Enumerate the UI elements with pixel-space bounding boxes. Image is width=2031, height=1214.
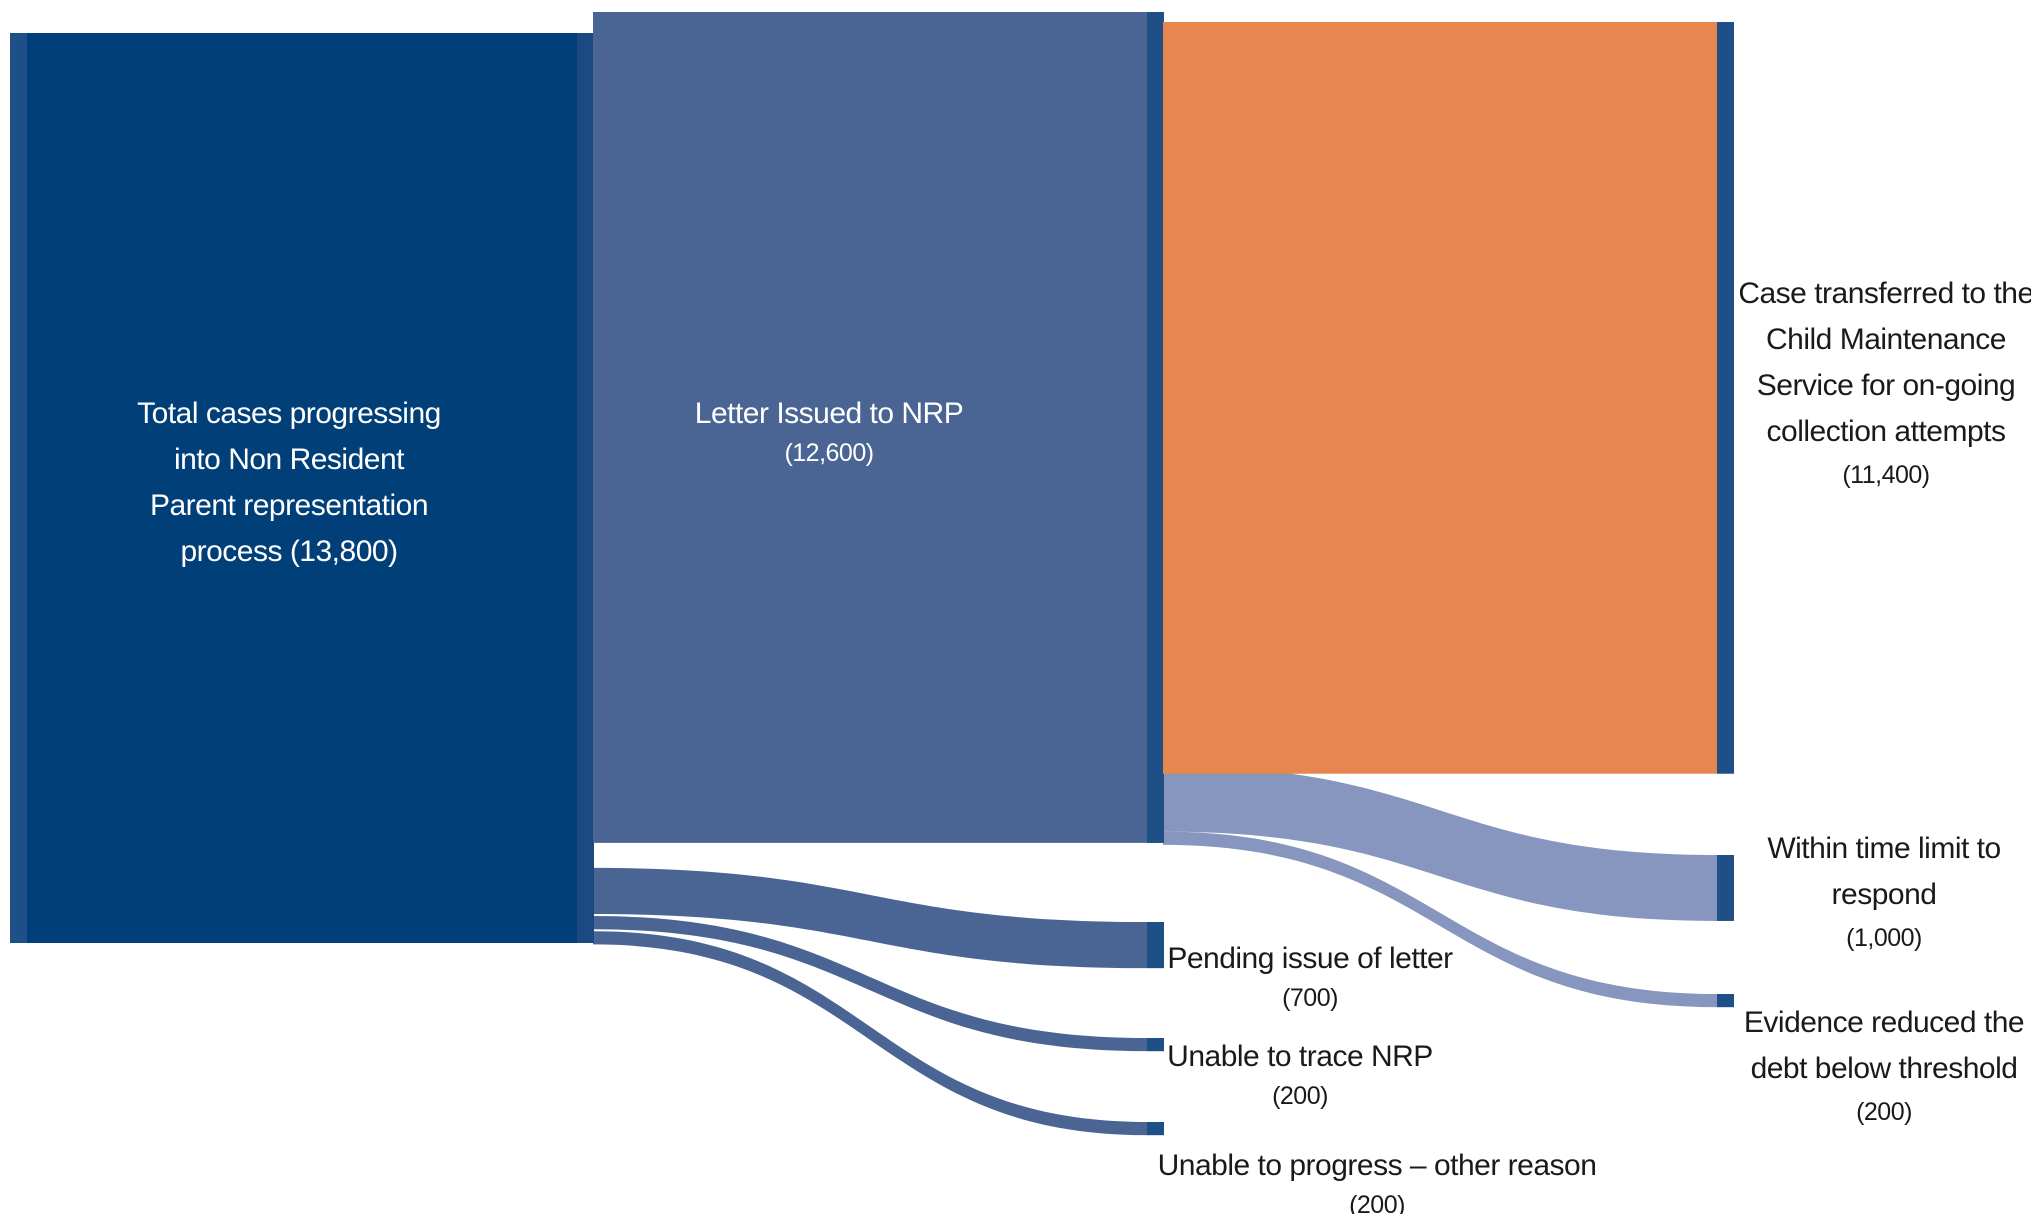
total-label-line-1: Total cases progressing: [137, 397, 441, 430]
link-issued-to-within-time: [1163, 765, 1717, 921]
node-total-bar-right: [577, 33, 594, 943]
node-untraceable: [1147, 1038, 1164, 1052]
evidence-value-label: (200): [1856, 1098, 1912, 1126]
link-total-to-other: [593, 931, 1147, 1136]
sankey-nodes: [10, 12, 1734, 1136]
node-issued-bar: [1147, 12, 1164, 843]
sankey-labels: Total cases progressing into Non Resident…: [137, 277, 2031, 1214]
within_time-label-line-1: Within time limit to: [1767, 832, 2000, 865]
evidence-label-line-1: Evidence reduced the: [1744, 1006, 2024, 1039]
transferred-label-line-2: Child Maintenance: [1766, 323, 2006, 356]
untraceable-label-line-1: Unable to trace NRP: [1167, 1040, 1433, 1073]
within_time-label-line-2: respond: [1832, 878, 1937, 911]
node-transferred-bar: [1717, 22, 1734, 774]
transferred-value-label: (11,400): [1842, 461, 1929, 489]
other-label-line-1: Unable to progress – other reason: [1158, 1149, 1597, 1182]
link-total-to-untraceable: [593, 916, 1147, 1052]
node-issued: [593, 12, 1163, 843]
issued-value-label: (12,600): [784, 439, 873, 467]
pending-value-label: (700): [1282, 984, 1338, 1012]
within_time-value-label: (1,000): [1846, 924, 1922, 952]
node-within-time: [1717, 855, 1734, 921]
link-issued-to-evidence: [1163, 831, 1717, 1008]
link-total-to-pending: [593, 867, 1147, 969]
node-total: [10, 33, 593, 943]
node-total-bar-left: [10, 33, 27, 943]
node-pending: [1147, 922, 1164, 969]
transferred-label-line-4: collection attempts: [1767, 415, 2006, 448]
other-value-label: (200): [1349, 1191, 1405, 1214]
node-evidence: [1717, 994, 1734, 1008]
evidence-label-line-2: debt below threshold: [1751, 1052, 2018, 1085]
issued-label-line-1: Letter Issued to NRP: [695, 397, 963, 430]
total-label-line-4: process (13,800): [180, 535, 397, 568]
untraceable-value-label: (200): [1272, 1082, 1328, 1110]
node-transferred: [1163, 22, 1717, 774]
node-other: [1147, 1122, 1164, 1136]
total-label-line-2: into Non Resident: [174, 443, 405, 476]
transferred-label-line-3: Service for on-going: [1757, 369, 2015, 402]
total-label-line-3: Parent representation: [150, 489, 428, 522]
pending-label-line-1: Pending issue of letter: [1167, 942, 1453, 975]
sankey-links: [593, 12, 1717, 1136]
transferred-label-line-1: Case transferred to the: [1738, 277, 2031, 310]
